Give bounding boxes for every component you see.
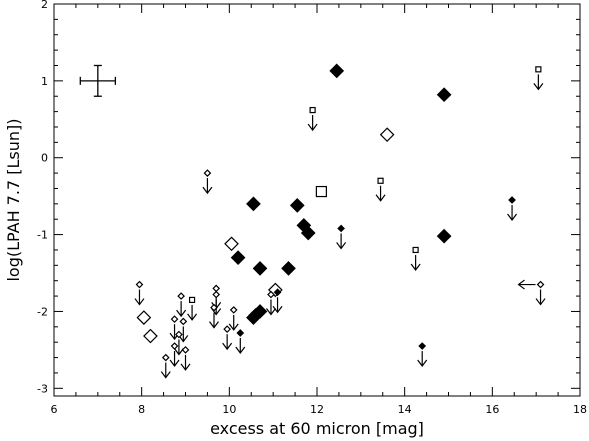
upper-limit-arrow-head	[228, 323, 239, 331]
upper-limit-arrow-head	[375, 194, 386, 202]
upper-limit-arrow-head	[535, 298, 546, 306]
open-diamond-point	[224, 236, 239, 252]
small-open-diamond-limit-point	[536, 280, 545, 289]
upper-limit-arrow-head	[307, 123, 318, 132]
open-diamond-point	[143, 328, 158, 344]
small-open-diamond-limit-point	[175, 330, 183, 339]
small-open-diamond-limit-point	[203, 169, 212, 177]
small-open-diamond-limit-point	[135, 280, 144, 289]
x-tick-label: 14	[398, 403, 412, 416]
small-open-diamond-limit-point	[212, 284, 221, 293]
y-tick-label: -1	[37, 229, 48, 242]
filled-diamond-point	[329, 63, 345, 79]
y-tick-label: 1	[41, 75, 48, 88]
small-open-diamond-limit-point	[177, 292, 185, 300]
y-tick-label: 0	[41, 152, 48, 165]
plot-frame	[53, 3, 581, 397]
upper-limit-arrow-head	[410, 263, 421, 271]
small-square-limit-point	[377, 177, 384, 184]
x-axis-label: excess at 60 micron [mag]	[210, 419, 424, 438]
small-square-limit-point	[535, 66, 542, 73]
upper-limit-arrow-head	[235, 346, 246, 354]
x-tick-label: 8	[138, 403, 145, 416]
small-square-limit-point	[412, 246, 419, 254]
upper-limit-arrow-head	[507, 213, 518, 221]
y-axis-label: log(LPAH 7.7 [Lsun])	[4, 118, 23, 281]
open-diamond-point	[379, 127, 395, 143]
upper-limit-arrow-head	[209, 321, 219, 329]
data-points	[134, 63, 546, 379]
upper-limit-arrow-head	[202, 186, 213, 195]
small-open-diamond-limit-point	[210, 303, 218, 312]
small-square-limit-point	[188, 296, 196, 304]
filled-diamond-point	[252, 304, 268, 319]
filled-diamond-point	[230, 250, 246, 265]
y-tick-label: -3	[37, 382, 48, 395]
small-square-limit-point	[309, 106, 316, 114]
error-bar-legend	[79, 64, 117, 97]
open-diamond-point	[136, 310, 152, 325]
y-tick-label: 2	[41, 0, 48, 11]
filled-diamond-point	[300, 225, 316, 241]
small-open-diamond-limit-point	[170, 342, 179, 350]
upper-limit-arrow-head	[187, 313, 198, 321]
upper-limit-arrow-head	[178, 335, 189, 343]
small-open-diamond-limit-point	[212, 290, 221, 299]
x-tick-label: 16	[485, 403, 499, 416]
filled-diamond-point	[289, 198, 305, 213]
upper-limit-arrow-head	[417, 359, 428, 368]
axis-ticks	[53, 3, 581, 396]
y-tick-label: -2	[37, 305, 48, 318]
x-tick-label: 12	[310, 403, 324, 416]
small-filled-diamond-limit-point	[337, 224, 345, 233]
upper-limit-arrow-head	[160, 371, 171, 379]
small-filled-diamond-limit-point	[418, 342, 427, 350]
upper-limit-arrow-head	[180, 363, 191, 371]
upper-limit-arrow-head	[533, 82, 544, 91]
left-limit-arrow-head	[517, 279, 525, 290]
small-open-diamond-limit-point	[267, 290, 275, 299]
upper-limit-arrow-head	[169, 359, 180, 368]
upper-limit-arrow-head	[336, 242, 347, 250]
x-tick-label: 18	[573, 403, 587, 416]
filled-diamond-point	[246, 196, 261, 212]
filled-diamond-point	[252, 261, 268, 276]
small-open-diamond-limit-point	[223, 325, 231, 333]
small-filled-diamond-limit-point	[273, 288, 282, 297]
upper-limit-arrow-head	[265, 308, 276, 316]
x-tick-label: 6	[51, 403, 58, 416]
small-filled-diamond-limit-point	[508, 196, 516, 204]
filled-diamond-point	[436, 228, 452, 244]
small-open-diamond-limit-point	[181, 346, 190, 354]
small-filled-diamond-limit-point	[236, 329, 245, 337]
upper-limit-arrow-head	[222, 342, 233, 351]
small-open-diamond-limit-point	[229, 306, 238, 314]
filled-diamond-point	[281, 261, 296, 276]
upper-limit-arrow-head	[176, 309, 187, 318]
small-open-diamond-limit-point	[161, 353, 170, 362]
filled-diamond-point	[436, 87, 452, 103]
upper-limit-arrow-head	[173, 348, 184, 356]
open-square-point	[315, 185, 327, 198]
upper-limit-arrow-head	[272, 305, 283, 314]
small-open-diamond-limit-point	[179, 317, 188, 326]
x-tick-label: 10	[222, 403, 236, 416]
upper-limit-arrow-head	[134, 298, 145, 306]
small-open-diamond-limit-point	[170, 315, 179, 323]
